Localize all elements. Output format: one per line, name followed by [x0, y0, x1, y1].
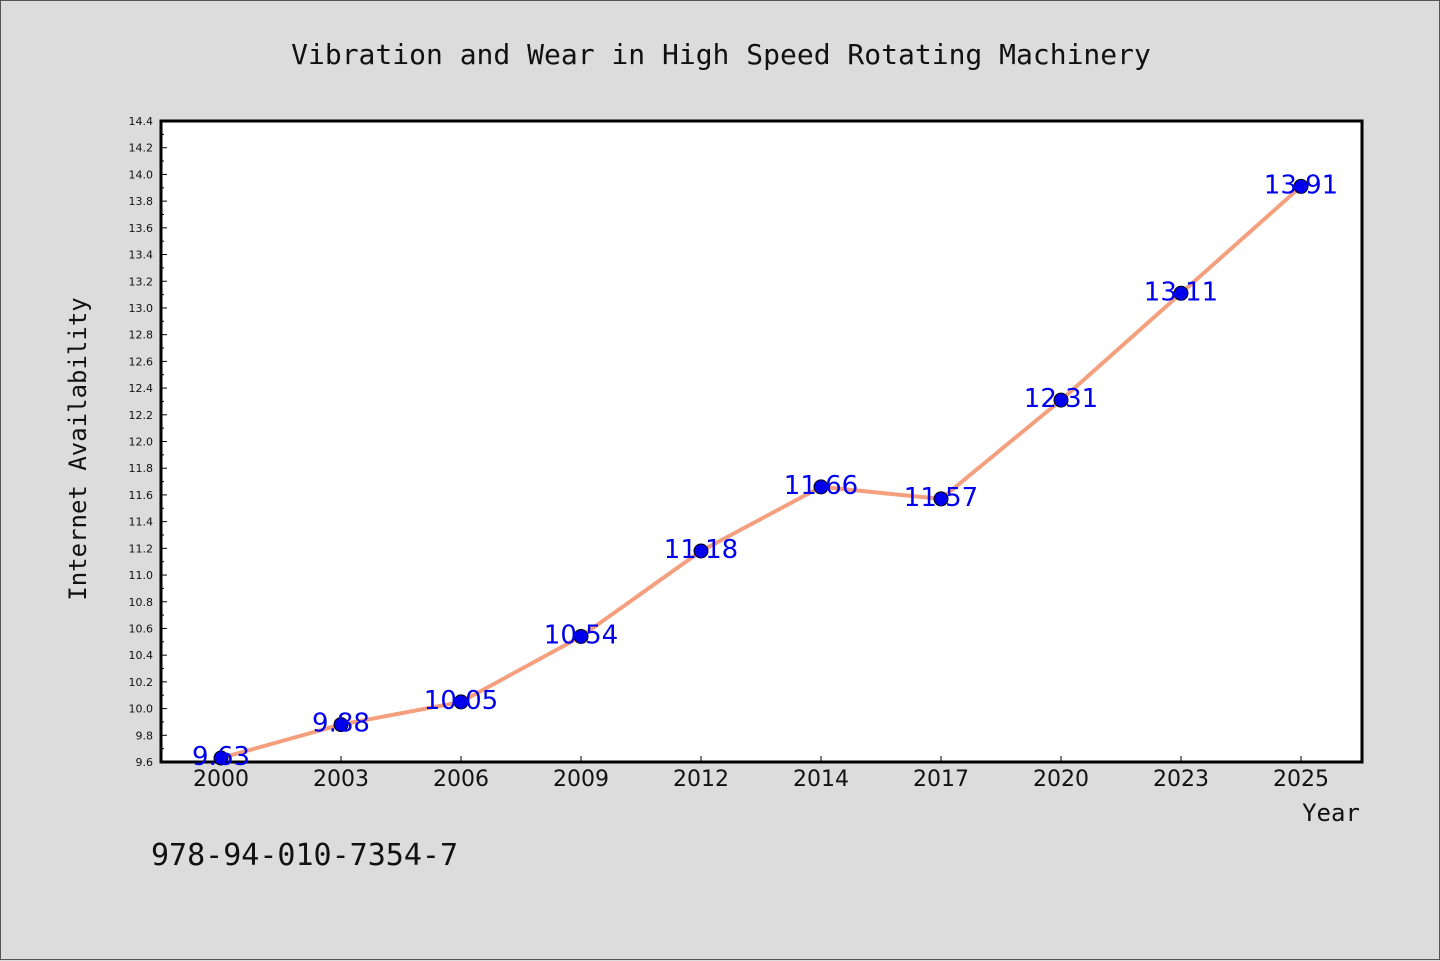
y-tick-label: 12.4: [129, 382, 154, 395]
x-tick-label: 2003: [313, 767, 369, 792]
x-tick-label: 2006: [433, 767, 489, 792]
data-point: [1053, 392, 1069, 408]
y-tick-label: 10.6: [129, 622, 154, 635]
data-label: 10.05: [424, 686, 498, 716]
data-label: 9.63: [192, 742, 250, 772]
x-tick-label: 2023: [1153, 767, 1209, 792]
data-label: 11.57: [904, 483, 978, 513]
y-tick-label: 9.6: [136, 756, 154, 769]
data-point: [573, 628, 589, 644]
data-point: [933, 491, 949, 507]
data-point: [333, 717, 349, 733]
y-tick-label: 12.6: [129, 355, 154, 368]
data-point: [813, 479, 829, 495]
plot-area: [159, 119, 1364, 764]
data-point: [693, 543, 709, 559]
chart-title: Vibration and Wear in High Speed Rotatin…: [291, 38, 1151, 71]
y-axis: 9.6 9.8 10.0 10.2 10.4 10.6 10.8 11.0 11.2 11.4 11…: [129, 115, 167, 769]
y-tick-label: 11.8: [129, 462, 154, 475]
y-tick-label: 13.8: [129, 195, 154, 208]
data-label: 13.91: [1264, 170, 1338, 200]
isbn-code: 978-94-010-7354-7: [151, 838, 458, 873]
y-tick-label: 14.0: [129, 168, 154, 181]
y-tick-label: 11.0: [129, 569, 154, 582]
data-label: 9.88: [312, 709, 370, 739]
y-tick-label: 14.2: [129, 142, 154, 155]
x-tick-label: 2012: [673, 767, 729, 792]
y-tick-label: 13.2: [129, 275, 154, 288]
data-label: 11.66: [784, 471, 858, 501]
x-tick-label: 2000: [193, 767, 249, 792]
data-label: 11.18: [664, 535, 738, 565]
x-tick-label: 2017: [913, 767, 969, 792]
y-tick-label: 9.8: [136, 729, 154, 742]
x-tick-label: 2025: [1273, 767, 1329, 792]
x-axis-label: Year: [1302, 799, 1360, 827]
x-tick-label: 2009: [553, 767, 609, 792]
y-tick-label: 13.4: [129, 249, 154, 262]
y-tick-label: 11.4: [129, 516, 154, 529]
data-point: [1293, 178, 1309, 194]
y-tick-label: 14.4: [129, 115, 154, 128]
y-tick-label: 10.4: [129, 649, 154, 662]
series-layer: 9.63 9.88 10.05 10.54 11.18 11.66 11.57 12.31 13…: [192, 170, 1338, 772]
y-tick-label: 12.2: [129, 409, 154, 422]
y-tick-label: 13.6: [129, 222, 154, 235]
x-tick-label: 2014: [793, 767, 849, 792]
data-point: [453, 694, 469, 710]
y-tick-label: 10.8: [129, 596, 154, 609]
data-label: 13.11: [1144, 277, 1218, 307]
y-tick-label: 12.8: [129, 329, 154, 342]
y-tick-label: 12.0: [129, 436, 154, 449]
y-tick-label: 13.0: [129, 302, 154, 315]
x-axis: 2000 2003 2006 2009 2012 2014 2017 2020 2023 2025: [193, 756, 1329, 792]
y-tick-label: 10.2: [129, 676, 154, 689]
data-point: [213, 750, 229, 766]
data-label: 12.31: [1024, 384, 1098, 414]
series-line: [220, 184, 1303, 760]
data-label: 10.54: [544, 620, 618, 650]
x-tick-label: 2020: [1033, 767, 1089, 792]
y-tick-label: 10.0: [129, 703, 154, 716]
y-tick-label: 11.2: [129, 542, 154, 555]
data-point: [1173, 285, 1189, 301]
y-axis-label: Internet Availability: [64, 297, 92, 600]
y-tick-label: 11.6: [129, 489, 154, 502]
